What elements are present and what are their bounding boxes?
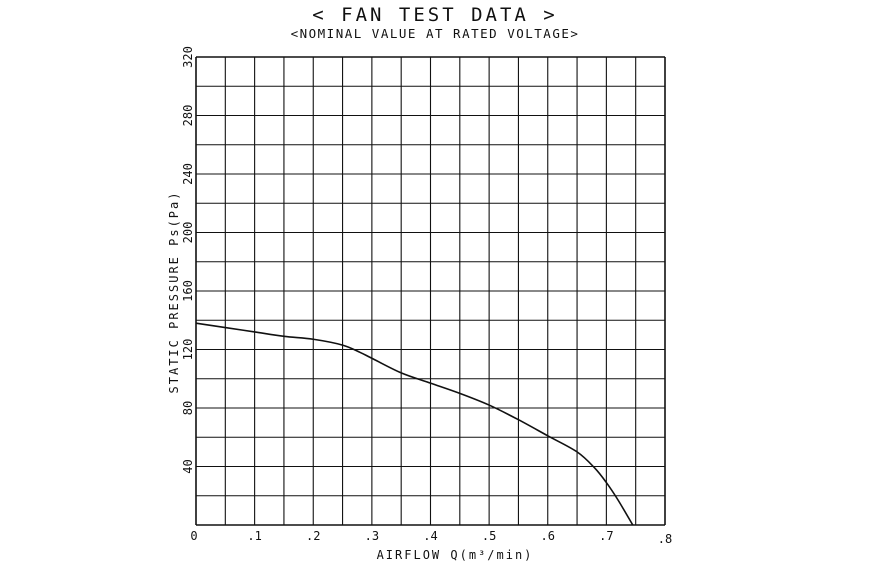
y-tick-label: 280 bbox=[181, 105, 195, 127]
y-axis-label: STATIC PRESSURE Ps(Pa) bbox=[167, 191, 181, 394]
x-tick-label: .1 bbox=[247, 529, 261, 543]
y-tick-label: 80 bbox=[181, 401, 195, 415]
y-tick-label: 240 bbox=[181, 163, 195, 185]
x-tick-label: .2 bbox=[306, 529, 320, 543]
pressure-curve bbox=[195, 322, 634, 526]
x-tick-label: .7 bbox=[599, 529, 613, 543]
y-tick-label: 320 bbox=[181, 46, 195, 68]
x-tick-label: .5 bbox=[482, 529, 496, 543]
x-tick-label: .4 bbox=[423, 529, 437, 543]
chart-subtitle: <NOMINAL VALUE AT RATED VOLTAGE> bbox=[290, 26, 580, 41]
y-tick-label: 160 bbox=[181, 280, 195, 302]
grid bbox=[195, 56, 666, 526]
y-tick-label: 120 bbox=[181, 339, 195, 361]
x-tick-label: .6 bbox=[541, 529, 555, 543]
y-tick-label: 40 bbox=[181, 459, 195, 473]
x-tick-label: .3 bbox=[365, 529, 379, 543]
series-line bbox=[195, 322, 634, 526]
x-tick-label: 0 bbox=[190, 529, 197, 543]
y-tick-label: 200 bbox=[181, 222, 195, 244]
x-axis-label: AIRFLOW Q(m³/min) bbox=[377, 548, 534, 562]
tick-labels: 0 .1 .2 .3 .4 .5 .6 .7 .8 40 80 120 160 200 240 280 320 bbox=[181, 46, 672, 546]
x-tick-label: .8 bbox=[658, 532, 672, 546]
chart-title: < FAN TEST DATA > bbox=[312, 4, 558, 26]
